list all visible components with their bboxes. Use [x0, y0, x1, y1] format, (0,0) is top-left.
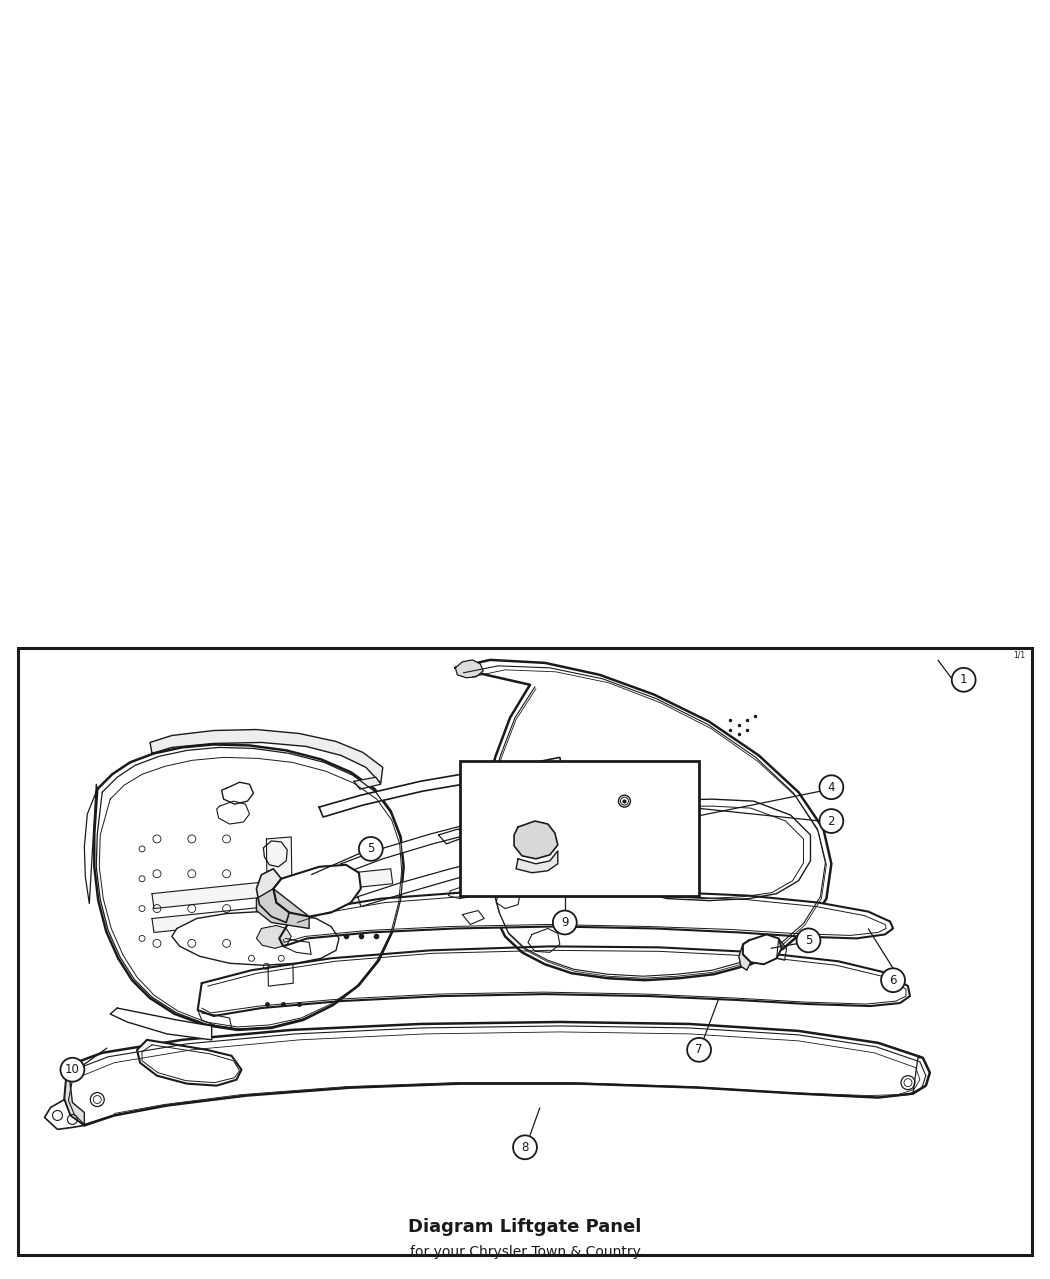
Text: Diagram Liftgate Panel: Diagram Liftgate Panel: [408, 1218, 642, 1236]
Text: 10: 10: [65, 1063, 80, 1076]
Text: 1: 1: [960, 673, 967, 687]
Polygon shape: [739, 940, 751, 971]
Polygon shape: [279, 890, 894, 946]
Polygon shape: [354, 778, 381, 789]
Polygon shape: [456, 660, 483, 678]
Polygon shape: [273, 865, 361, 917]
Circle shape: [687, 1037, 711, 1062]
Text: 9: 9: [561, 916, 568, 929]
Text: 8: 8: [521, 1141, 529, 1154]
Text: 4: 4: [827, 780, 835, 794]
Circle shape: [819, 775, 843, 799]
Polygon shape: [152, 868, 393, 908]
Polygon shape: [222, 783, 253, 804]
Bar: [18, 648, 1032, 1255]
Polygon shape: [439, 829, 465, 844]
Polygon shape: [197, 946, 910, 1016]
Bar: [460, 761, 699, 895]
Polygon shape: [94, 744, 403, 1030]
Text: 1/1: 1/1: [1013, 651, 1026, 660]
Text: 5: 5: [368, 843, 375, 856]
Text: 2: 2: [827, 815, 835, 828]
Polygon shape: [514, 821, 558, 858]
Polygon shape: [267, 836, 293, 986]
Text: for your Chrysler Town & Country: for your Chrysler Town & Country: [410, 1244, 640, 1259]
Polygon shape: [172, 912, 339, 966]
Text: 6: 6: [889, 973, 897, 986]
Polygon shape: [216, 801, 250, 824]
Circle shape: [359, 836, 383, 861]
Circle shape: [881, 968, 905, 993]
Polygon shape: [150, 729, 383, 783]
Polygon shape: [462, 911, 484, 925]
Polygon shape: [256, 889, 309, 929]
Circle shape: [819, 810, 843, 833]
Polygon shape: [341, 807, 558, 874]
Polygon shape: [256, 868, 289, 922]
Text: 5: 5: [804, 934, 813, 946]
Circle shape: [797, 929, 820, 953]
Polygon shape: [516, 851, 558, 872]
Polygon shape: [742, 935, 781, 964]
Polygon shape: [319, 757, 562, 817]
Polygon shape: [152, 894, 387, 932]
Circle shape: [61, 1058, 84, 1082]
Polygon shape: [110, 1008, 212, 1040]
Polygon shape: [256, 926, 291, 948]
Polygon shape: [64, 1063, 84, 1126]
Circle shape: [553, 911, 576, 935]
Text: 7: 7: [695, 1044, 702, 1056]
Polygon shape: [138, 1040, 242, 1086]
Circle shape: [513, 1136, 537, 1159]
Polygon shape: [44, 1100, 84, 1129]
Polygon shape: [358, 851, 545, 907]
Polygon shape: [64, 1022, 930, 1126]
Circle shape: [951, 668, 975, 692]
Polygon shape: [456, 660, 832, 980]
